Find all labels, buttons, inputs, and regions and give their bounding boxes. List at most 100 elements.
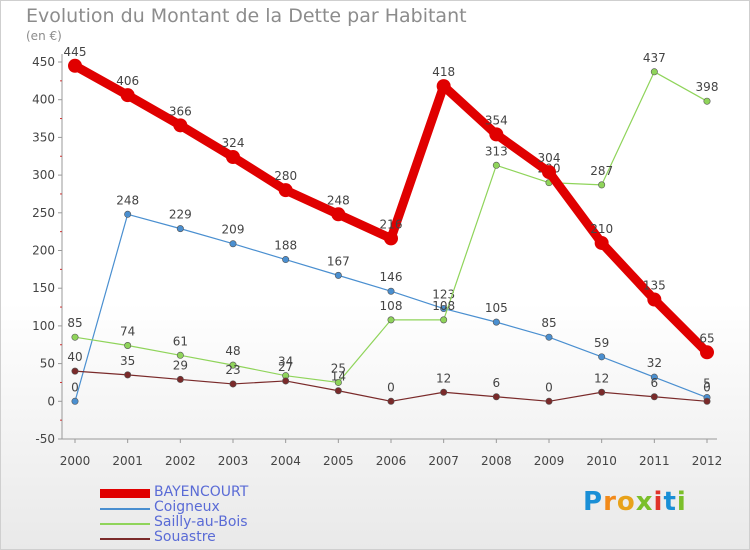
data-label-souastre: 0 bbox=[545, 380, 553, 394]
x-tick-label: 2006 bbox=[376, 454, 407, 468]
data-label-coigneux: 123 bbox=[432, 288, 455, 302]
logo-letter: x bbox=[635, 487, 654, 517]
data-point-sailly-au-bois bbox=[229, 361, 237, 369]
data-point-sailly-au-bois bbox=[387, 316, 395, 324]
data-label-bayencourt: 445 bbox=[64, 45, 87, 59]
y-tick-label: -50 bbox=[35, 432, 55, 446]
data-point-sailly-au-bois bbox=[124, 342, 132, 350]
data-point-sailly-au-bois bbox=[334, 378, 342, 386]
x-tick-label: 2003 bbox=[218, 454, 249, 468]
logo-letter: o bbox=[616, 487, 636, 517]
data-point-souastre bbox=[282, 377, 290, 385]
data-label-bayencourt: 418 bbox=[432, 65, 455, 79]
data-label-bayencourt: 324 bbox=[222, 136, 245, 150]
data-label-bayencourt: 354 bbox=[485, 113, 508, 127]
y-tick-label: 0 bbox=[47, 394, 55, 408]
data-point-bayencourt bbox=[647, 292, 662, 307]
data-point-bayencourt bbox=[542, 165, 556, 180]
x-tick-label: 2000 bbox=[60, 454, 91, 468]
data-label-sailly-au-bois: 108 bbox=[432, 299, 455, 313]
data-label-sailly-au-bois: 34 bbox=[278, 355, 293, 369]
data-point-bayencourt bbox=[384, 231, 398, 246]
data-label-sailly-au-bois: 398 bbox=[696, 80, 719, 94]
data-point-souastre bbox=[650, 393, 658, 401]
legend-label: Sailly-au-Bois bbox=[154, 514, 248, 530]
data-point-sailly-au-bois bbox=[176, 351, 184, 359]
data-point-coigneux bbox=[176, 225, 184, 233]
data-point-coigneux bbox=[334, 271, 342, 279]
legend-swatch bbox=[100, 523, 150, 525]
data-point-souastre bbox=[124, 371, 132, 379]
data-point-sailly-au-bois bbox=[492, 161, 500, 169]
data-label-coigneux: 59 bbox=[594, 336, 609, 350]
x-tick-label: 2004 bbox=[270, 454, 301, 468]
data-label-bayencourt: 65 bbox=[699, 331, 714, 345]
data-point-souastre bbox=[598, 388, 606, 396]
data-label-souastre: 12 bbox=[594, 371, 609, 385]
data-point-sailly-au-bois bbox=[598, 181, 606, 189]
data-label-coigneux: 167 bbox=[327, 254, 350, 268]
legend-swatch bbox=[100, 538, 150, 540]
data-label-sailly-au-bois: 48 bbox=[225, 344, 240, 358]
data-label-souastre: 0 bbox=[703, 380, 711, 394]
legend-swatch bbox=[100, 508, 150, 510]
data-point-souastre bbox=[387, 397, 395, 405]
data-point-coigneux bbox=[387, 287, 395, 295]
data-label-sailly-au-bois: 25 bbox=[331, 361, 346, 375]
logo-letter: i bbox=[676, 487, 687, 517]
data-label-coigneux: 105 bbox=[485, 301, 508, 315]
data-label-souastre: 29 bbox=[173, 358, 188, 372]
x-tick-label: 2007 bbox=[428, 454, 459, 468]
data-label-bayencourt: 280 bbox=[274, 169, 297, 183]
data-point-souastre bbox=[71, 367, 79, 375]
data-point-coigneux bbox=[71, 397, 79, 405]
data-label-coigneux: 85 bbox=[541, 316, 556, 330]
y-unit-label: (en €) bbox=[26, 29, 62, 43]
x-tick-label: 2005 bbox=[323, 454, 354, 468]
data-point-coigneux bbox=[124, 210, 132, 218]
y-tick-label: 300 bbox=[32, 168, 55, 182]
proxiti-logo: Proxiti bbox=[583, 487, 687, 517]
data-label-coigneux: 146 bbox=[380, 270, 403, 284]
x-tick-label: 2011 bbox=[639, 454, 670, 468]
data-label-bayencourt: 216 bbox=[380, 217, 403, 231]
data-label-sailly-au-bois: 287 bbox=[590, 164, 613, 178]
data-label-souastre: 6 bbox=[493, 376, 501, 390]
data-label-souastre: 35 bbox=[120, 354, 135, 368]
data-point-bayencourt bbox=[331, 207, 346, 222]
y-tick-label: 250 bbox=[32, 206, 55, 220]
data-label-souastre: 6 bbox=[651, 376, 659, 390]
data-point-souastre bbox=[176, 375, 184, 383]
x-tick-label: 2001 bbox=[112, 454, 143, 468]
legend-item-sailly-au-bois: Sailly-au-Bois bbox=[100, 514, 360, 531]
data-point-souastre bbox=[545, 397, 553, 405]
y-tick-label: 350 bbox=[32, 130, 55, 144]
y-tick-label: 200 bbox=[32, 244, 55, 258]
legend-label: BAYENCOURT bbox=[154, 484, 249, 500]
logo-letter: r bbox=[603, 487, 617, 517]
data-label-coigneux: 0 bbox=[71, 380, 79, 394]
data-label-coigneux: 209 bbox=[222, 223, 245, 237]
data-point-bayencourt bbox=[489, 127, 504, 142]
data-point-bayencourt bbox=[68, 58, 82, 73]
data-point-coigneux bbox=[492, 318, 500, 326]
data-point-sailly-au-bois bbox=[440, 316, 448, 324]
y-tick-label: 50 bbox=[40, 357, 55, 371]
data-label-souastre: 14 bbox=[331, 370, 346, 384]
logo-letter: t bbox=[663, 487, 677, 517]
y-tick-label: 100 bbox=[32, 319, 55, 333]
x-tick-label: 2002 bbox=[165, 454, 196, 468]
data-label-souastre: 27 bbox=[278, 360, 293, 374]
data-label-souastre: 12 bbox=[436, 371, 451, 385]
data-point-bayencourt bbox=[120, 88, 135, 103]
legend-swatch bbox=[100, 489, 150, 498]
data-point-souastre bbox=[334, 387, 342, 395]
data-label-bayencourt: 248 bbox=[327, 193, 350, 207]
x-tick-label: 2012 bbox=[692, 454, 723, 468]
data-point-coigneux bbox=[282, 256, 290, 264]
data-point-sailly-au-bois bbox=[703, 97, 711, 105]
data-label-souastre: 40 bbox=[67, 350, 82, 364]
chart-title: Evolution du Montant de la Dette par Hab… bbox=[26, 5, 467, 27]
data-label-sailly-au-bois: 74 bbox=[120, 325, 135, 339]
x-tick-label: 2009 bbox=[534, 454, 565, 468]
